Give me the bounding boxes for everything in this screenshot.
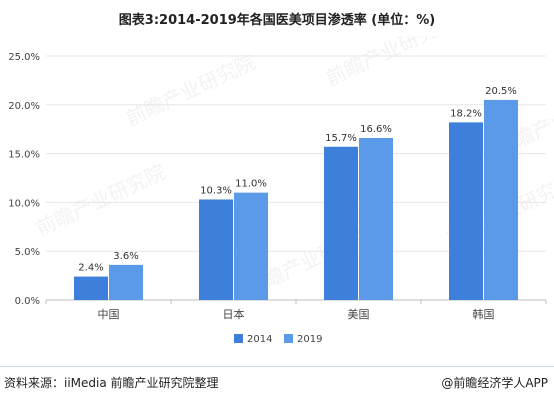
chart-title: 图表3:2014-2019年各国医美项目渗透率 (单位：%) bbox=[118, 13, 436, 28]
y-tick-label: 10.0% bbox=[8, 198, 40, 209]
bar-chart: 前瞻产业研究院前瞻产业研究院前瞻产业研究院前瞻产业研究院前瞻产业研究院前瞻产业研… bbox=[8, 10, 554, 345]
source-note: 资料来源：iiMedia 前瞻产业研究院整理 bbox=[4, 376, 219, 390]
legend-label: 2019 bbox=[297, 334, 322, 345]
x-tick-label: 中国 bbox=[98, 308, 120, 321]
brand-credit: @前瞻经济学人APP bbox=[441, 376, 548, 390]
data-labels: 2.4% 3.6% 10.3%11.0% 15.7%16.6% 18.2%20.5% bbox=[78, 86, 517, 274]
y-axis-ticks: 0.0% 5.0% 10.0% 15.0% 20.0% 25.0% bbox=[8, 52, 40, 307]
bar-2014 bbox=[199, 199, 233, 300]
chart-frame: 前瞻产业研究院前瞻产业研究院前瞻产业研究院前瞻产业研究院前瞻产业研究院前瞻产业研… bbox=[0, 10, 554, 367]
y-tick-label: 20.0% bbox=[8, 101, 40, 112]
legend-label: 2014 bbox=[247, 334, 272, 345]
data-label: 15.7% bbox=[325, 133, 357, 144]
bar-2014 bbox=[74, 276, 108, 300]
bar-2014 bbox=[449, 122, 483, 300]
bar-2019 bbox=[484, 99, 518, 300]
data-label: 2.4% bbox=[78, 263, 103, 274]
y-tick-label: 5.0% bbox=[15, 247, 40, 258]
bar-2019 bbox=[359, 137, 393, 300]
watermark-text: 前瞻产业研究院 bbox=[322, 36, 459, 91]
y-tick-label: 25.0% bbox=[8, 52, 40, 63]
data-label: 20.5% bbox=[485, 86, 517, 97]
y-tick-label: 0.0% bbox=[15, 296, 40, 307]
legend-swatch bbox=[284, 334, 293, 343]
watermark-text: 前瞻产业研究院 bbox=[122, 50, 259, 131]
data-label: 3.6% bbox=[113, 251, 138, 262]
y-tick-label: 15.0% bbox=[8, 150, 40, 161]
legend-swatch bbox=[234, 334, 243, 343]
bar-2019 bbox=[234, 192, 268, 300]
bar-2014 bbox=[324, 146, 358, 300]
data-label: 18.2% bbox=[450, 108, 482, 119]
x-tick-label: 美国 bbox=[348, 308, 370, 321]
watermark-text: 前瞻产业研究院 bbox=[32, 160, 169, 241]
data-label: 10.3% bbox=[200, 185, 232, 196]
x-tick-label: 日本 bbox=[223, 307, 245, 321]
bar-2019 bbox=[109, 264, 143, 300]
bars bbox=[74, 99, 518, 300]
data-label: 11.0% bbox=[235, 179, 267, 190]
legend: 2014 2019 bbox=[234, 334, 322, 345]
x-tick-label: 韩国 bbox=[473, 307, 495, 321]
x-axis-ticks: 中国 日本 美国 韩国 bbox=[45, 300, 547, 321]
data-label: 16.6% bbox=[360, 124, 392, 135]
